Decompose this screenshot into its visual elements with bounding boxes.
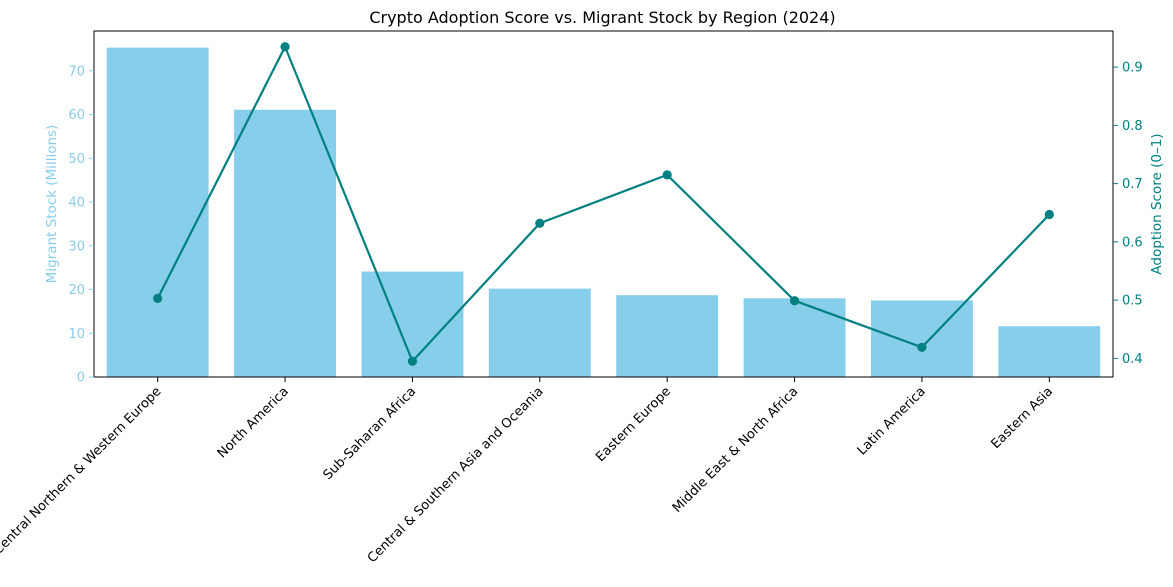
left-tick-label-7: 70 [68,64,85,79]
bar-7 [998,326,1101,377]
left-axis-label: Migrant Stock (Millions) [44,125,60,284]
right-tick-label-5: 0.9 [1122,61,1143,76]
right-axis-label: Adoption Score (0–1) [1149,133,1165,274]
bar-1 [234,109,337,378]
x-tick-label-4: Eastern Europe [593,384,674,465]
line-series [153,42,1054,366]
right-tick-label-1: 0.5 [1122,294,1143,309]
line-point-2 [407,356,418,366]
x-tick-label-0: Central Northern & Western Europe [0,384,165,558]
left-tick-label-4: 40 [68,196,85,211]
line-point-6 [917,342,927,352]
axes-frame [93,30,1114,378]
left-tick-label-3: 30 [68,239,85,254]
bar-6 [870,300,973,377]
x-tick-label-6: Latin America [855,384,929,458]
bar-0 [106,47,209,378]
left-axis-ticks: 0 10 20 30 40 50 60 70 [68,64,94,386]
chart-title: Crypto Adoption Score vs. Migrant Stock … [369,8,835,27]
x-tick-label-7: Eastern Asia [988,384,1056,452]
bar-4 [616,295,719,377]
x-tick-label-2: Sub-Saharan Africa [321,384,420,483]
x-tick-label-1: North America [215,384,292,461]
adoption-score-line [156,45,1051,363]
left-tick-label-0: 0 [77,371,85,386]
right-tick-label-4: 0.8 [1122,119,1143,134]
line-point-0 [153,293,163,303]
bar-5 [743,298,846,377]
left-tick-label-2: 20 [68,283,85,298]
x-tick-label-5: Middle East & North Africa [670,384,802,516]
right-tick-label-2: 0.6 [1122,235,1143,250]
left-tick-label-1: 10 [68,327,85,342]
plot-frame [93,30,1114,378]
bar-3 [488,288,591,377]
right-tick-label-3: 0.7 [1122,177,1143,192]
left-tick-label-6: 60 [68,108,85,123]
line-point-5 [789,296,800,306]
line-point-1 [280,42,290,52]
line-point-7 [1044,209,1054,220]
right-axis-ticks: 0.4 0.5 0.6 0.7 0.8 0.9 [1113,61,1143,367]
line-point-4 [662,170,672,180]
x-axis-ticks: Central Northern & Western Europe North A… [0,377,1056,566]
left-tick-label-5: 50 [68,152,85,167]
right-tick-label-0: 0.4 [1122,352,1143,367]
line-point-3 [535,218,545,228]
bar-series [106,47,1101,378]
